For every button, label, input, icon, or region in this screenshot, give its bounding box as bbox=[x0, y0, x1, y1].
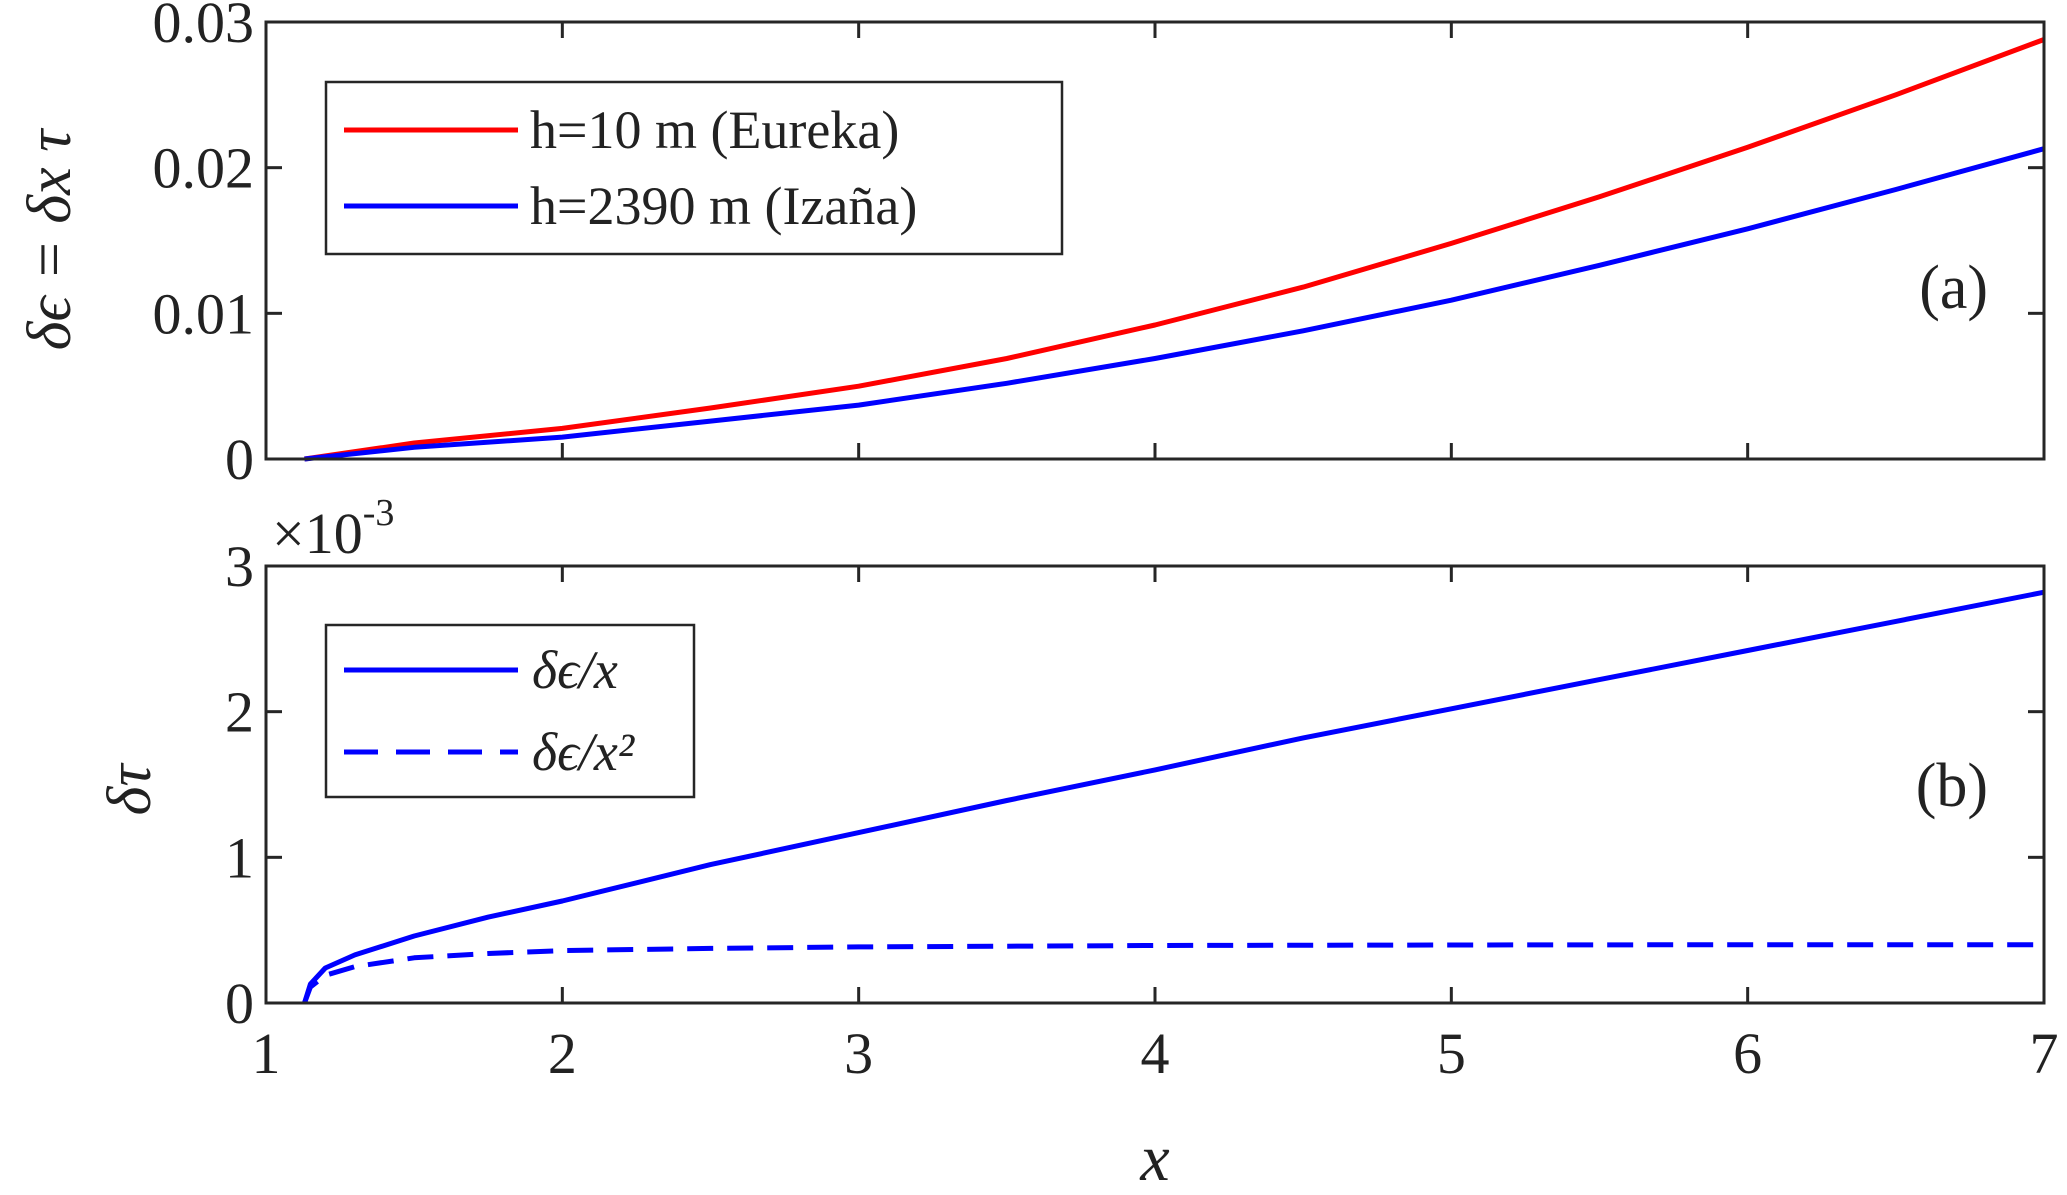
panel-b-xtick-label-2: 3 bbox=[844, 1021, 873, 1086]
panel-b-scale-exponent: -3 bbox=[363, 492, 395, 534]
panel-a-legend: h=10 m (Eureka) h=2390 m (Izaña) bbox=[324, 80, 1064, 256]
legend-label-eureka: h=10 m (Eureka) bbox=[530, 100, 899, 160]
legend-label-delta-eps-over-x: δϵ/x bbox=[532, 640, 618, 700]
panel-b-scale-base: ×10 bbox=[272, 501, 363, 566]
panel-b-axes-box bbox=[264, 564, 2046, 1005]
legend-label-izana: h=2390 m (Izaña) bbox=[530, 176, 917, 236]
panel-b-legend-box bbox=[324, 623, 696, 799]
panel-a-label: (a) bbox=[1919, 254, 1988, 322]
panel-b-series-line-1 bbox=[302, 942, 2044, 1004]
panel-b-series bbox=[302, 589, 2045, 1004]
panel-a-ytick-label-1: 0.01 bbox=[153, 281, 255, 346]
panel-b-ytick-label-0: 0 bbox=[225, 971, 254, 1036]
panel-a-y-axis-label: δϵ = δx τ bbox=[16, 127, 84, 350]
panel-b-legend: δϵ/x δϵ/x² bbox=[324, 623, 696, 799]
panel-b-x-ticks: 1 2 3 4 5 6 7 bbox=[252, 566, 2059, 1086]
panel-b-xtick-label-3: 4 bbox=[1141, 1021, 1170, 1086]
panel-a-series-line-1 bbox=[304, 146, 2045, 462]
panel-b-label: (b) bbox=[1916, 752, 1988, 820]
panel-b-ytick-label-2: 2 bbox=[225, 680, 254, 745]
panel-b-xtick-label-6: 7 bbox=[2030, 1021, 2059, 1086]
panel-a-series-line-0 bbox=[304, 37, 2045, 462]
panel-a-series bbox=[304, 37, 2045, 462]
panel-b-xtick-label-4: 5 bbox=[1437, 1021, 1466, 1086]
panel-b-xtick-label-1: 2 bbox=[548, 1021, 577, 1086]
panel-b-y-ticks: 0 1 2 3 bbox=[225, 534, 2044, 1036]
panel-a-ytick-label-3: 0.03 bbox=[153, 0, 255, 55]
panel-b-ytick-label-3: 3 bbox=[225, 534, 254, 599]
panel-b-x-axis-label: x bbox=[1139, 1122, 1169, 1195]
panel-b-series-line-0 bbox=[302, 589, 2045, 1004]
panel-a-y-axis-label-text: δϵ = δx τ bbox=[16, 127, 84, 350]
panel-a-legend-box bbox=[324, 80, 1064, 256]
panel-b-scale-factor: ×10-3 bbox=[272, 492, 394, 566]
panel-b-ytick-label-1: 1 bbox=[225, 825, 254, 890]
panel-b-y-axis-label: δτ bbox=[96, 762, 164, 816]
panel-b-xtick-label-5: 6 bbox=[1733, 1021, 1762, 1086]
panel-b-xtick-label-0: 1 bbox=[252, 1021, 281, 1086]
panel-a-ytick-label-2: 0.02 bbox=[153, 136, 255, 201]
panel-a-axes-box bbox=[264, 20, 2046, 461]
panel-b-y-axis-label-text: δτ bbox=[96, 762, 164, 816]
legend-label-delta-eps-over-x2: δϵ/x² bbox=[532, 722, 635, 782]
panel-a-ytick-label-0: 0 bbox=[225, 427, 254, 492]
